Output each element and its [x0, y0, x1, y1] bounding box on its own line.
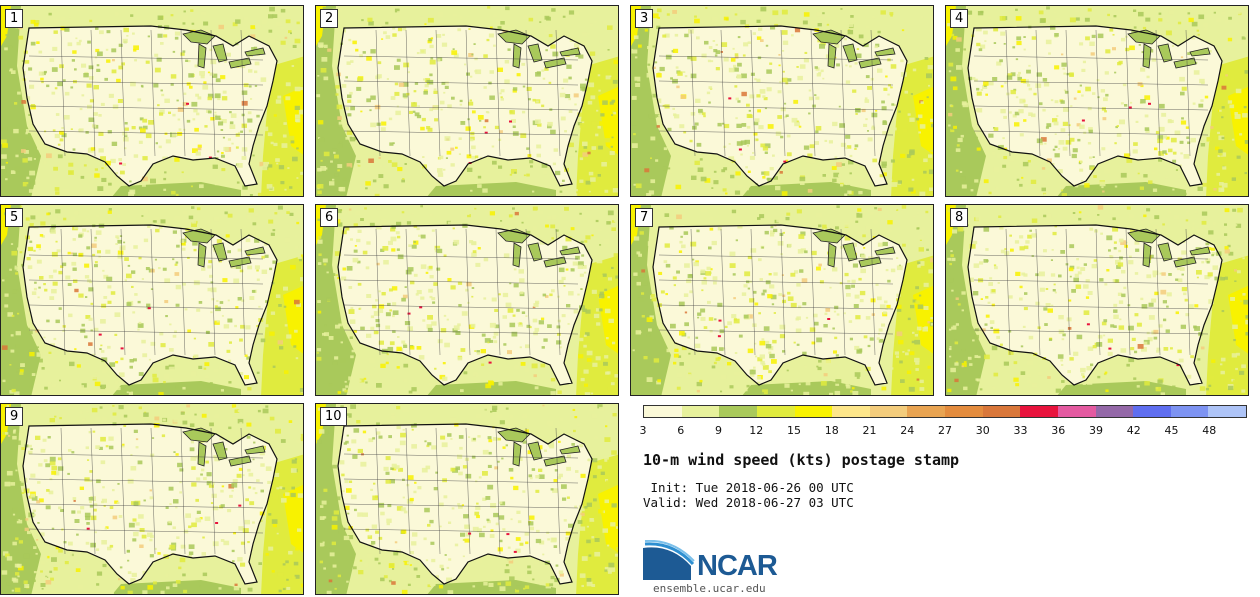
wind-speed-map — [1, 404, 303, 594]
colorbar-swatch — [1020, 406, 1058, 417]
colorbar-tick-label: 36 — [1051, 424, 1066, 437]
member-number-label: 7 — [635, 208, 654, 227]
ensemble-member-panel: 6 — [315, 204, 619, 396]
wind-speed-map — [1, 205, 303, 395]
member-number-label: 3 — [635, 9, 654, 28]
colorbar-tick-label: 30 — [975, 424, 990, 437]
colorbar-tick-label: 42 — [1126, 424, 1141, 437]
ensemble-member-panel: 10 — [315, 403, 619, 595]
colorbar-tick-label: 45 — [1164, 424, 1179, 437]
colorbar-tick-label: 15 — [787, 424, 801, 437]
ensemble-member-panel: 1 — [0, 5, 304, 197]
wind-speed-map — [316, 404, 618, 594]
colorbar-tick-label: 24 — [900, 424, 915, 437]
colorbar-swatch — [907, 406, 945, 417]
init-time: Init: Tue 2018-06-26 00 UTC — [643, 480, 854, 495]
colorbar-tick-label: 39 — [1089, 424, 1103, 437]
member-number-label: 4 — [950, 9, 969, 28]
colorbar-swatch — [982, 406, 1021, 417]
wind-speed-map — [946, 6, 1248, 196]
wind-speed-map — [316, 205, 618, 395]
colorbar-swatch — [945, 406, 983, 417]
colorbar-swatch — [1133, 406, 1171, 417]
colorbar-swatch — [719, 406, 757, 417]
colorbar-tick-label: 27 — [938, 424, 952, 437]
colorbar-swatch — [681, 406, 720, 417]
colorbar-swatch — [1095, 406, 1134, 417]
ensemble-member-panel: 5 — [0, 204, 304, 396]
member-number-label: 2 — [320, 9, 339, 28]
colorbar-tick-label: 3 — [639, 424, 647, 437]
member-number-label: 5 — [5, 208, 24, 227]
colorbar-tick-label: 12 — [749, 424, 764, 437]
ensemble-member-panel: 2 — [315, 5, 619, 197]
product-title: 10-m wind speed (kts) postage stamp — [643, 451, 960, 469]
member-number-label: 6 — [320, 208, 339, 227]
colorbar-tick-label: 48 — [1202, 424, 1217, 437]
logo-text: NCAR — [697, 550, 778, 582]
wind-speed-map — [1, 6, 303, 196]
colorbar-swatch — [1208, 406, 1246, 417]
colorbar-swatch — [832, 406, 870, 417]
colorbar-tick-label: 33 — [1013, 424, 1028, 437]
valid-time: Valid: Wed 2018-06-27 03 UTC — [643, 495, 854, 510]
wind-speed-map — [631, 205, 933, 395]
member-number-label: 10 — [320, 407, 347, 426]
colorbar-tick-label: 9 — [715, 424, 722, 437]
colorbar-swatch — [794, 406, 833, 417]
wind-speed-map — [631, 6, 933, 196]
colorbar-swatch — [644, 406, 682, 417]
ncar-logo-icon — [643, 540, 695, 580]
ensemble-member-panel: 4 — [945, 5, 1249, 197]
colorbar-tick-label: 6 — [677, 424, 685, 437]
ensemble-member-panel: 8 — [945, 204, 1249, 396]
colorbar-tick-label: 21 — [862, 424, 877, 437]
colorbar-ticks: 3 6 9 12 15 18 21 24 27 30 33 36 39 42 45 48 — [639, 424, 1247, 438]
member-number-label: 9 — [5, 407, 24, 426]
colorbar-swatch — [756, 406, 795, 417]
member-number-label: 1 — [5, 9, 24, 28]
wind-speed-map — [316, 6, 618, 196]
site-url: ensemble.ucar.edu — [653, 582, 766, 595]
colorbar-swatch — [1057, 406, 1096, 417]
ensemble-member-panel: 7 — [630, 204, 934, 396]
colorbar — [643, 405, 1247, 418]
colorbar-swatch — [1170, 406, 1209, 417]
colorbar-tick-label: 18 — [824, 424, 839, 437]
member-number-label: 8 — [950, 208, 969, 227]
colorbar-swatch — [869, 406, 908, 417]
ensemble-member-panel: 9 — [0, 403, 304, 595]
ensemble-member-panel: 3 — [630, 5, 934, 197]
wind-speed-map — [946, 205, 1248, 395]
